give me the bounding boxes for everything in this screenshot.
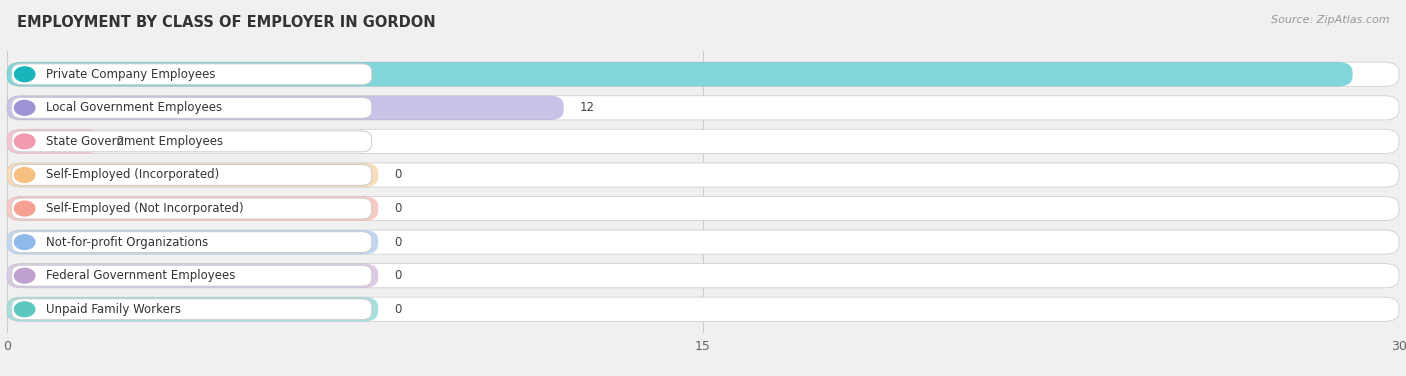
Text: 29: 29 — [1364, 68, 1381, 81]
FancyBboxPatch shape — [7, 96, 564, 120]
Text: State Government Employees: State Government Employees — [46, 135, 224, 148]
Text: Self-Employed (Incorporated): Self-Employed (Incorporated) — [46, 168, 219, 182]
Text: 0: 0 — [395, 236, 402, 249]
FancyBboxPatch shape — [7, 129, 1399, 153]
FancyBboxPatch shape — [11, 131, 371, 152]
FancyBboxPatch shape — [7, 230, 378, 254]
FancyBboxPatch shape — [7, 230, 1399, 254]
FancyBboxPatch shape — [11, 198, 371, 219]
FancyBboxPatch shape — [7, 96, 1399, 120]
Circle shape — [14, 302, 35, 317]
FancyBboxPatch shape — [7, 62, 1353, 86]
Text: 0: 0 — [395, 168, 402, 182]
Text: EMPLOYMENT BY CLASS OF EMPLOYER IN GORDON: EMPLOYMENT BY CLASS OF EMPLOYER IN GORDO… — [17, 15, 436, 30]
Text: 2: 2 — [117, 135, 124, 148]
FancyBboxPatch shape — [11, 64, 371, 85]
Text: Local Government Employees: Local Government Employees — [46, 101, 222, 114]
Text: Source: ZipAtlas.com: Source: ZipAtlas.com — [1271, 15, 1389, 25]
FancyBboxPatch shape — [7, 264, 378, 288]
FancyBboxPatch shape — [11, 165, 371, 185]
FancyBboxPatch shape — [7, 196, 378, 221]
FancyBboxPatch shape — [7, 163, 1399, 187]
Circle shape — [14, 268, 35, 283]
Circle shape — [14, 235, 35, 250]
FancyBboxPatch shape — [7, 297, 1399, 321]
Text: 0: 0 — [395, 202, 402, 215]
Text: Self-Employed (Not Incorporated): Self-Employed (Not Incorporated) — [46, 202, 245, 215]
FancyBboxPatch shape — [11, 97, 371, 118]
Circle shape — [14, 100, 35, 115]
Circle shape — [14, 168, 35, 182]
Text: 0: 0 — [395, 269, 402, 282]
FancyBboxPatch shape — [7, 129, 100, 153]
FancyBboxPatch shape — [7, 297, 378, 321]
Text: Federal Government Employees: Federal Government Employees — [46, 269, 236, 282]
Circle shape — [14, 134, 35, 149]
Circle shape — [14, 201, 35, 216]
Text: 0: 0 — [395, 303, 402, 316]
FancyBboxPatch shape — [7, 62, 1399, 86]
Text: 12: 12 — [581, 101, 595, 114]
Circle shape — [14, 67, 35, 82]
FancyBboxPatch shape — [11, 232, 371, 253]
FancyBboxPatch shape — [11, 265, 371, 286]
FancyBboxPatch shape — [7, 196, 1399, 221]
Text: Not-for-profit Organizations: Not-for-profit Organizations — [46, 236, 208, 249]
FancyBboxPatch shape — [11, 299, 371, 320]
Text: Unpaid Family Workers: Unpaid Family Workers — [46, 303, 181, 316]
FancyBboxPatch shape — [7, 163, 378, 187]
Text: Private Company Employees: Private Company Employees — [46, 68, 217, 81]
FancyBboxPatch shape — [7, 264, 1399, 288]
